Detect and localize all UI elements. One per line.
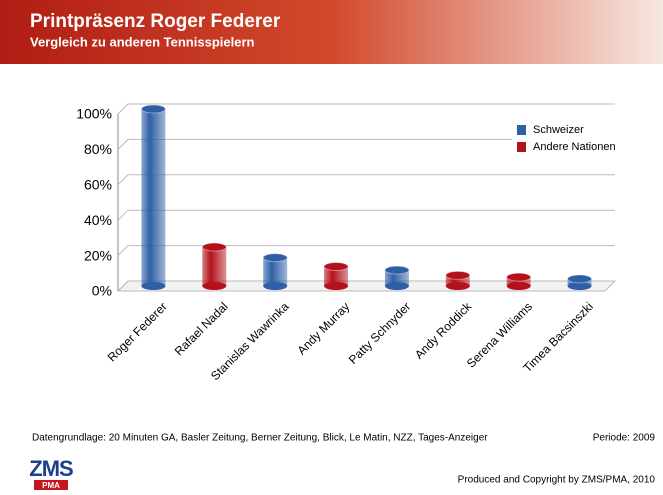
bar-top xyxy=(506,272,532,282)
y-tick-label: 60% xyxy=(84,177,112,193)
grid-line xyxy=(117,103,615,115)
bar xyxy=(141,109,166,286)
logo-band xyxy=(34,480,68,490)
bar-top xyxy=(140,104,166,114)
grid-line xyxy=(117,209,615,221)
bar-top xyxy=(445,270,471,280)
period-note: Periode: 2009 xyxy=(593,433,656,444)
bar-top xyxy=(262,253,288,263)
bar-top xyxy=(323,262,349,272)
x-tick-label: Patty Schnyder xyxy=(346,299,413,366)
copyright: Produced and Copyright by ZMS/PMA, 2010 xyxy=(458,475,656,486)
chart: 0% 20% 40% 60% 80% 100% Roger Federer Rafael Na… xyxy=(76,103,630,383)
legend-box xyxy=(512,121,630,151)
header-band xyxy=(0,0,663,64)
bar xyxy=(506,277,531,286)
legend-swatch xyxy=(517,142,526,152)
y-tick-label: 40% xyxy=(84,212,112,228)
grid-line xyxy=(117,174,615,186)
grid-line xyxy=(117,138,615,150)
x-tick-label: Andy Murray xyxy=(294,299,352,357)
legend-label: Andere Nationen xyxy=(533,141,616,153)
logo-sub: PMA xyxy=(42,481,60,490)
bar xyxy=(445,275,470,286)
floor xyxy=(116,280,617,292)
slide-subtitle: Vergleich zu anderen Tennisspielern xyxy=(30,34,254,49)
slide-title: Printpräsenz Roger Federer xyxy=(30,11,281,32)
x-tick-label: Andy Roddick xyxy=(412,299,475,362)
legend-swatch xyxy=(517,125,526,135)
bar-top xyxy=(567,274,593,284)
logo-text: ZMS xyxy=(29,456,73,481)
bar-top xyxy=(384,265,410,275)
x-tick-label: Rafael Nadal xyxy=(172,299,231,358)
grid-line xyxy=(117,245,615,256)
source-note: Datengrundlage: 20 Minuten GA, Basler Ze… xyxy=(32,433,488,444)
y-tick-label: 20% xyxy=(84,247,112,263)
logo: ZMS PMA xyxy=(29,456,74,490)
bar xyxy=(324,266,349,286)
y-tick-label: 0% xyxy=(92,283,112,299)
bar xyxy=(202,247,227,286)
y-tick-label: 80% xyxy=(84,141,112,157)
bar-top xyxy=(201,242,227,252)
x-tick-label: Roger Federer xyxy=(105,299,170,364)
legend-label: Schweizer xyxy=(533,124,584,136)
bar xyxy=(263,257,288,286)
y-tick-label: 100% xyxy=(76,106,112,122)
bar xyxy=(384,270,409,286)
